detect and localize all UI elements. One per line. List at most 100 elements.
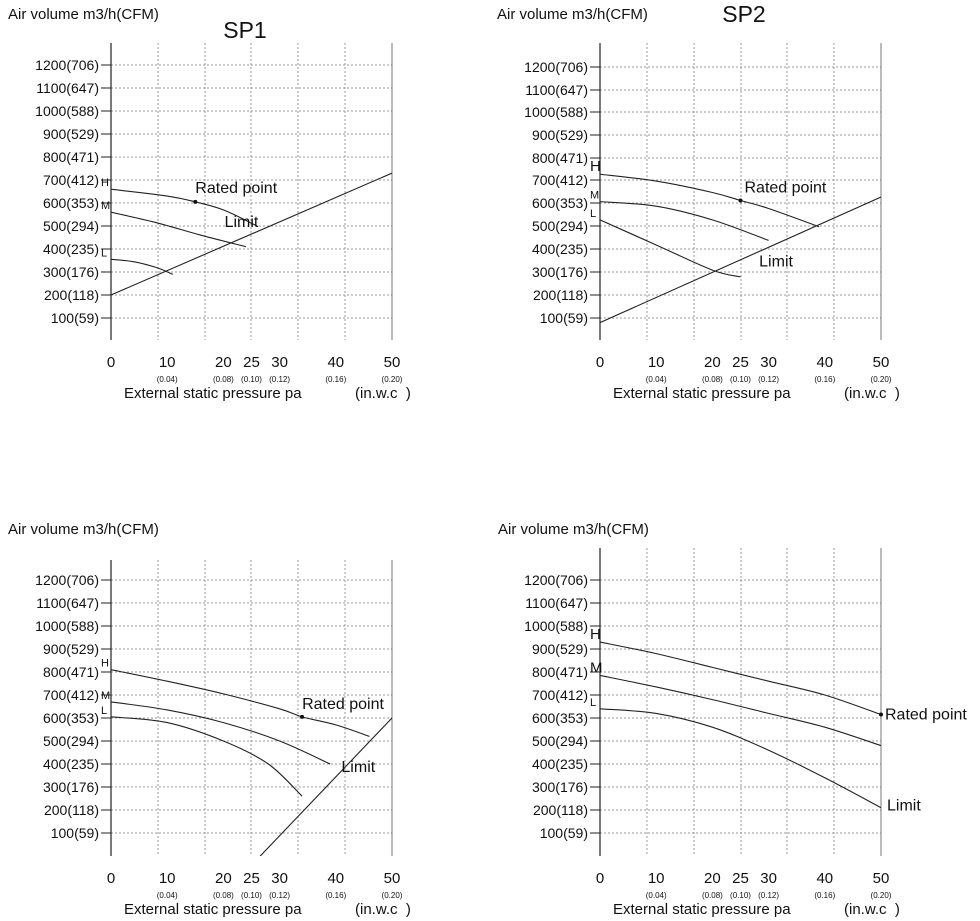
- x-subtick-label: (0.08): [702, 891, 723, 900]
- series-label-m: M: [590, 190, 599, 202]
- x-subtick-label: (0.20): [382, 375, 403, 384]
- x-subtick-label: (0.04): [157, 891, 178, 900]
- y-tick-label: 100(59): [540, 825, 588, 841]
- series-line-limit: [111, 172, 392, 296]
- series-line-limit: [259, 717, 392, 856]
- x-axis-unit: (in.w.c ): [355, 385, 411, 402]
- x-tick-label: 0: [107, 354, 115, 371]
- y-tick-label: 300(176): [43, 779, 99, 795]
- y-tick-label: 1100(647): [525, 82, 588, 98]
- x-tick-label: 10: [648, 354, 665, 371]
- x-axis-unit: (in.w.c ): [844, 901, 900, 918]
- x-tick-label: 50: [384, 870, 401, 887]
- y-tick-label: 800(471): [43, 149, 99, 165]
- x-tick-label: 20: [704, 870, 721, 887]
- y-tick-label: 1100(647): [36, 80, 99, 96]
- y-tick-label: 100(59): [51, 310, 99, 326]
- y-tick-label: 200(118): [533, 287, 588, 303]
- y-tick-label: 800(471): [43, 664, 99, 680]
- y-tick-label: 500(294): [43, 218, 99, 234]
- y-tick-label: 1200(706): [524, 572, 588, 588]
- x-subtick-label: (0.10): [241, 375, 262, 384]
- y-tick-label: 500(294): [43, 733, 99, 749]
- x-tick-label: 40: [816, 354, 833, 371]
- x-tick-label: 20: [704, 354, 721, 371]
- x-tick-label: 40: [816, 870, 833, 887]
- y-tick-label: 1200(706): [35, 57, 99, 73]
- x-tick-label: 25: [732, 354, 749, 371]
- y-tick-label: 400(235): [43, 756, 99, 772]
- y-tick-label: 900(529): [43, 641, 99, 657]
- series-label-l: L: [101, 247, 107, 259]
- x-tick-label: 20: [215, 870, 232, 887]
- rated-point-label: Rated point: [885, 707, 967, 724]
- y-tick-label: 600(353): [532, 710, 588, 726]
- y-tick-label: 900(529): [532, 127, 588, 143]
- y-tick-label: 100(59): [540, 310, 588, 326]
- y-tick-label: 1000(588): [524, 104, 588, 120]
- y-tick-label: 400(235): [43, 241, 99, 257]
- series-line-l: [600, 708, 881, 809]
- series-line-l: [111, 716, 303, 797]
- y-tick-label: 1100(647): [36, 595, 99, 611]
- x-subtick-label: (0.20): [871, 375, 892, 384]
- x-tick-label: 0: [107, 870, 115, 887]
- x-tick-label: 30: [760, 870, 777, 887]
- y-tick-label: 200(118): [533, 802, 588, 818]
- limit-label: Limit: [225, 214, 259, 231]
- y-tick-label: 1100(647): [525, 595, 588, 611]
- chart-title: SP2: [722, 1, 765, 27]
- y-tick-label: 900(529): [43, 126, 99, 142]
- x-subtick-label: (0.10): [241, 891, 262, 900]
- limit-label: Limit: [887, 798, 921, 815]
- series-line-h: [600, 173, 820, 228]
- series-line-m: [600, 674, 881, 747]
- x-axis-title: External static pressure pa: [124, 385, 302, 402]
- rated-point-marker: [300, 714, 305, 719]
- y-tick-label: 200(118): [44, 287, 99, 303]
- x-subtick-label: (0.04): [157, 375, 178, 384]
- x-tick-label: 40: [327, 870, 344, 887]
- x-tick-label: 50: [873, 354, 890, 371]
- x-axis-title: External static pressure pa: [613, 385, 791, 402]
- x-tick-label: 30: [271, 354, 288, 371]
- y-tick-label: 300(176): [532, 264, 588, 280]
- series-line-limit: [600, 196, 881, 324]
- y-tick-label: 100(59): [51, 825, 99, 841]
- x-tick-label: 50: [384, 354, 401, 371]
- y-tick-label: 1000(588): [35, 618, 99, 634]
- x-subtick-label: (0.12): [269, 375, 290, 384]
- series-line-h: [600, 641, 881, 716]
- y-tick-label: 200(118): [44, 802, 99, 818]
- y-tick-label: 800(471): [532, 664, 588, 680]
- x-tick-label: 10: [648, 870, 665, 887]
- y-tick-label: 600(353): [43, 710, 99, 726]
- rated-point-marker: [193, 199, 198, 204]
- x-subtick-label: (0.16): [325, 375, 346, 384]
- x-axis-unit: (in.w.c ): [355, 901, 411, 918]
- series-line-h: [111, 669, 370, 737]
- chart-1: Air volume m3/h(CFM) SP1 1200(706) 1100(647…: [8, 6, 411, 402]
- x-tick-label: 30: [271, 870, 288, 887]
- series-line-m: [600, 201, 769, 241]
- y-tick-label: 500(294): [532, 218, 588, 234]
- x-subtick-label: (0.08): [213, 891, 234, 900]
- x-subtick-label: (0.08): [702, 375, 723, 384]
- y-tick-label: 600(353): [532, 195, 588, 211]
- chart-3: Air volume m3/h(CFM) 1200(706) 1100(647) 10…: [8, 521, 411, 918]
- y-tick-label: 700(412): [532, 172, 588, 188]
- x-axis-unit: (in.w.c ): [844, 385, 900, 402]
- x-subtick-label: (0.08): [213, 375, 234, 384]
- x-subtick-label: (0.12): [758, 891, 779, 900]
- y-tick-label: 1200(706): [524, 59, 588, 75]
- rated-point-marker: [879, 712, 883, 717]
- y-tick-label: 400(235): [532, 241, 588, 257]
- series-label-m: M: [101, 690, 110, 702]
- x-subtick-label: (0.16): [814, 891, 835, 900]
- y-tick-label: 700(412): [43, 172, 99, 188]
- x-tick-label: 50: [873, 870, 890, 887]
- y-axis-title: Air volume m3/h(CFM): [498, 521, 649, 538]
- chart-4: Air volume m3/h(CFM) 1200(706) 1100(647) 10…: [498, 521, 967, 918]
- x-tick-label: 25: [243, 870, 260, 887]
- y-tick-label: 700(412): [43, 687, 99, 703]
